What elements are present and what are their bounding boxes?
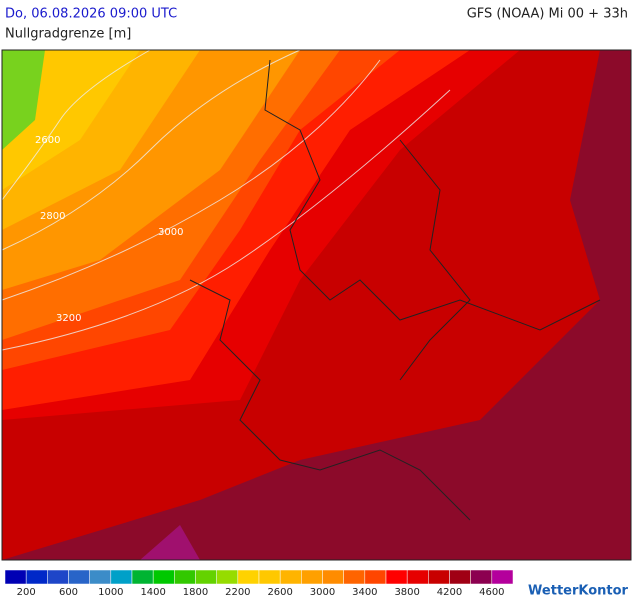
legend-label: 4200 <box>437 587 462 598</box>
model-run: GFS (NOAA) Mi 00 + 33h <box>467 7 628 22</box>
legend-swatch <box>385 569 408 585</box>
legend-label: 4600 <box>479 587 504 598</box>
legend-swatch <box>449 569 471 585</box>
legend-label: 2600 <box>267 587 292 598</box>
legend-swatch <box>322 569 344 585</box>
map: 2600 2800 3000 3200 <box>1 49 632 561</box>
contour-label: 3000 <box>158 227 183 238</box>
legend-swatch <box>131 569 154 585</box>
legend: 200 600 1000 1400 1800 2200 2600 3000 3400 3800 42… <box>4 569 514 598</box>
legend-swatch <box>279 569 302 585</box>
contour-label: 2800 <box>40 211 65 222</box>
legend-swatch <box>406 569 429 585</box>
legend-swatch <box>47 569 69 585</box>
legend-swatch <box>237 569 260 585</box>
legend-swatch <box>4 569 27 585</box>
legend-swatch <box>258 569 281 585</box>
legend-label: 1000 <box>98 587 123 598</box>
legend-swatch <box>301 569 323 585</box>
legend-label: 3800 <box>394 587 419 598</box>
legend-label: 600 <box>59 587 78 598</box>
legend-swatch <box>343 569 366 585</box>
legend-swatch <box>216 569 239 585</box>
legend-swatch <box>195 569 217 585</box>
legend-swatch <box>110 569 133 585</box>
contour-label: 2600 <box>35 135 60 146</box>
legend-swatch <box>89 569 112 585</box>
legend-label: 200 <box>17 587 36 598</box>
legend-label: 2200 <box>225 587 250 598</box>
legend-label: 3400 <box>352 587 377 598</box>
legend-swatch <box>174 569 196 585</box>
legend-swatch <box>491 569 514 585</box>
parameter: Nullgradgrenze [m] <box>5 27 131 42</box>
legend-swatch <box>152 569 175 585</box>
legend-swatch <box>364 569 387 585</box>
legend-swatch <box>25 569 48 585</box>
legend-swatch <box>68 569 90 585</box>
legend-label: 3000 <box>310 587 335 598</box>
legend-swatch <box>428 569 450 585</box>
valid-time: Do, 06.08.2026 09:00 UTC <box>5 7 177 22</box>
legend-label: 1800 <box>183 587 208 598</box>
contour-label: 3200 <box>56 313 81 324</box>
logo: WetterKontor <box>528 584 629 599</box>
legend-swatch <box>470 569 493 585</box>
legend-label: 1400 <box>140 587 165 598</box>
